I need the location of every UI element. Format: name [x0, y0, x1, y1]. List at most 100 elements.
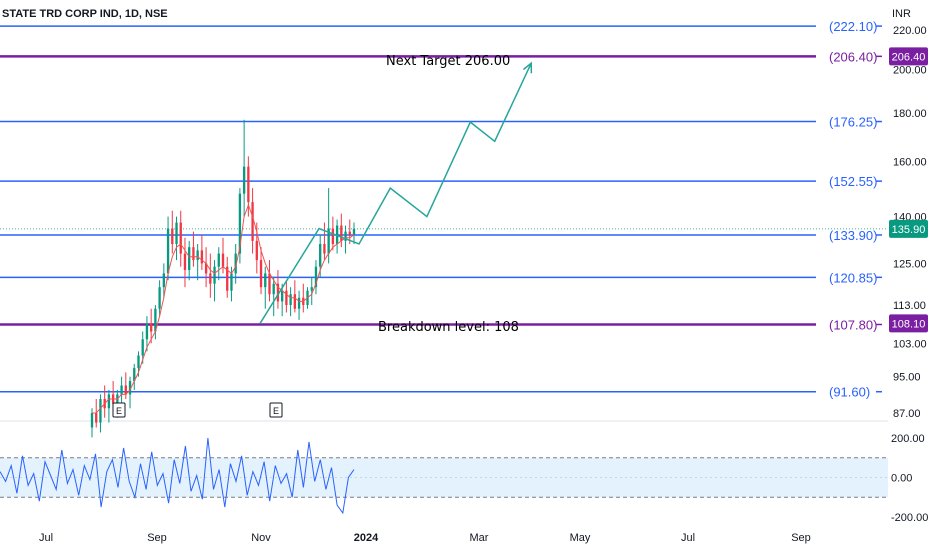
candle-body [217, 253, 220, 267]
earnings-marker-label: E [116, 406, 122, 416]
candle-body [90, 413, 94, 428]
price-level-label: (133.90) [829, 228, 877, 243]
candle-body [238, 193, 242, 254]
price-tag-label: 135.90 [892, 224, 926, 236]
price-tag [889, 47, 928, 66]
axes: Jul Sep Nov 2024 Mar May Jul Sep 220.00 200.00 180… [39, 25, 928, 544]
candle-body [331, 228, 335, 245]
candle-body [340, 225, 343, 241]
price-level-label: (176.25) [829, 115, 877, 130]
y-tick-label: 180.00 [893, 108, 927, 120]
candle-body [280, 290, 284, 302]
price-level-label: (222.10) [829, 19, 877, 34]
candle-body [145, 323, 149, 340]
y-tick-label: 113.00 [893, 300, 926, 312]
candle-body [285, 290, 288, 306]
candle-body [323, 244, 326, 254]
candle-body [226, 266, 229, 291]
breakdown-annotation: Breakdown level: 108 [378, 320, 519, 335]
x-tick-label: May [570, 532, 591, 544]
candle-body [107, 394, 111, 409]
target-annotation: Next Target 206.00 [386, 54, 510, 69]
candle-body [188, 247, 191, 271]
x-tick-label: Nov [251, 532, 271, 544]
candle-body [297, 297, 301, 309]
projection-arrow-icon [522, 61, 533, 74]
x-tick-label: Sep [791, 532, 811, 544]
price-level-label: (107.80) [829, 317, 877, 332]
candle-body [137, 355, 140, 369]
candle-body [171, 228, 174, 245]
y-tick-label: 220.00 [893, 25, 927, 37]
projection-line [259, 62, 532, 325]
price-level-label: (206.40) [829, 49, 877, 64]
candle-body [158, 287, 161, 309]
candle-body [120, 385, 123, 395]
price-level-label: (152.55) [829, 174, 877, 189]
candle-body [242, 166, 246, 194]
candle-body [348, 231, 351, 235]
candle-body [95, 413, 98, 423]
candle-body [133, 368, 136, 382]
candle-body [289, 294, 292, 306]
earnings-marker[interactable] [112, 402, 126, 418]
candle-body [213, 266, 216, 284]
price-tag [889, 314, 928, 333]
y-tick-label: 200.00 [893, 64, 927, 76]
y-tick-label: 103.00 [893, 338, 927, 350]
oscillator-tick-label: -200.00 [891, 512, 928, 524]
candle-body [141, 339, 144, 356]
candle-body [124, 385, 127, 395]
price-tag-label: 206.40 [892, 51, 926, 63]
candle-body [196, 250, 199, 261]
candle-body [162, 273, 166, 288]
candle-body [344, 231, 347, 241]
earnings-marker[interactable] [269, 402, 283, 418]
x-tick-label: Sep [147, 532, 167, 544]
candle-body [272, 283, 275, 295]
candle-body [255, 240, 258, 261]
symbol-title: STATE TRD CORP IND, 1D, NSE [2, 8, 168, 20]
candle-body [268, 273, 271, 295]
candle-body [247, 166, 250, 203]
currency-label[interactable]: INR [892, 8, 911, 20]
candle-body [179, 222, 182, 254]
earnings-marker-label: E [273, 406, 279, 416]
candle-body [183, 253, 187, 271]
candle-body [352, 228, 356, 235]
candle-body [230, 273, 233, 291]
x-tick-label: Jul [39, 532, 53, 544]
y-tick-label: 125.00 [893, 258, 927, 270]
candle-body [293, 294, 297, 309]
candle-body [251, 202, 254, 241]
oscillator-series [0, 437, 355, 515]
y-tick-label: 95.00 [893, 372, 921, 384]
price-tag [889, 219, 928, 238]
candle-body [204, 263, 208, 274]
candle-body [221, 253, 225, 267]
price-level-label: (120.85) [829, 270, 877, 285]
candle-body [327, 228, 330, 254]
candle-body [149, 323, 153, 332]
candle-body [166, 228, 170, 274]
candle-body [128, 381, 132, 395]
y-tick-label: 87.00 [893, 408, 921, 420]
candle-body [259, 260, 263, 288]
x-tick-label: Jul [681, 532, 695, 544]
candle-body [314, 266, 318, 288]
ma-series [92, 203, 355, 414]
candle-body [175, 222, 178, 245]
price-levels: (222.10) (206.40) (176.25) (152.55) (133.90)… [0, 19, 888, 400]
candle-body [192, 247, 195, 261]
oscillator-pane: 200.00 0.00 -200.00 [0, 433, 928, 524]
x-tick-label: 2024 [354, 532, 379, 544]
oscillator-tick-label: 0.00 [891, 473, 912, 485]
candle-body [234, 253, 237, 274]
price-level-label: (91.60) [829, 385, 870, 400]
price-tag-label: 108.10 [892, 318, 926, 330]
candle-body [276, 283, 280, 302]
candle-body [209, 273, 212, 284]
y-tick-label: 160.00 [893, 156, 927, 168]
candle-body [319, 244, 322, 267]
